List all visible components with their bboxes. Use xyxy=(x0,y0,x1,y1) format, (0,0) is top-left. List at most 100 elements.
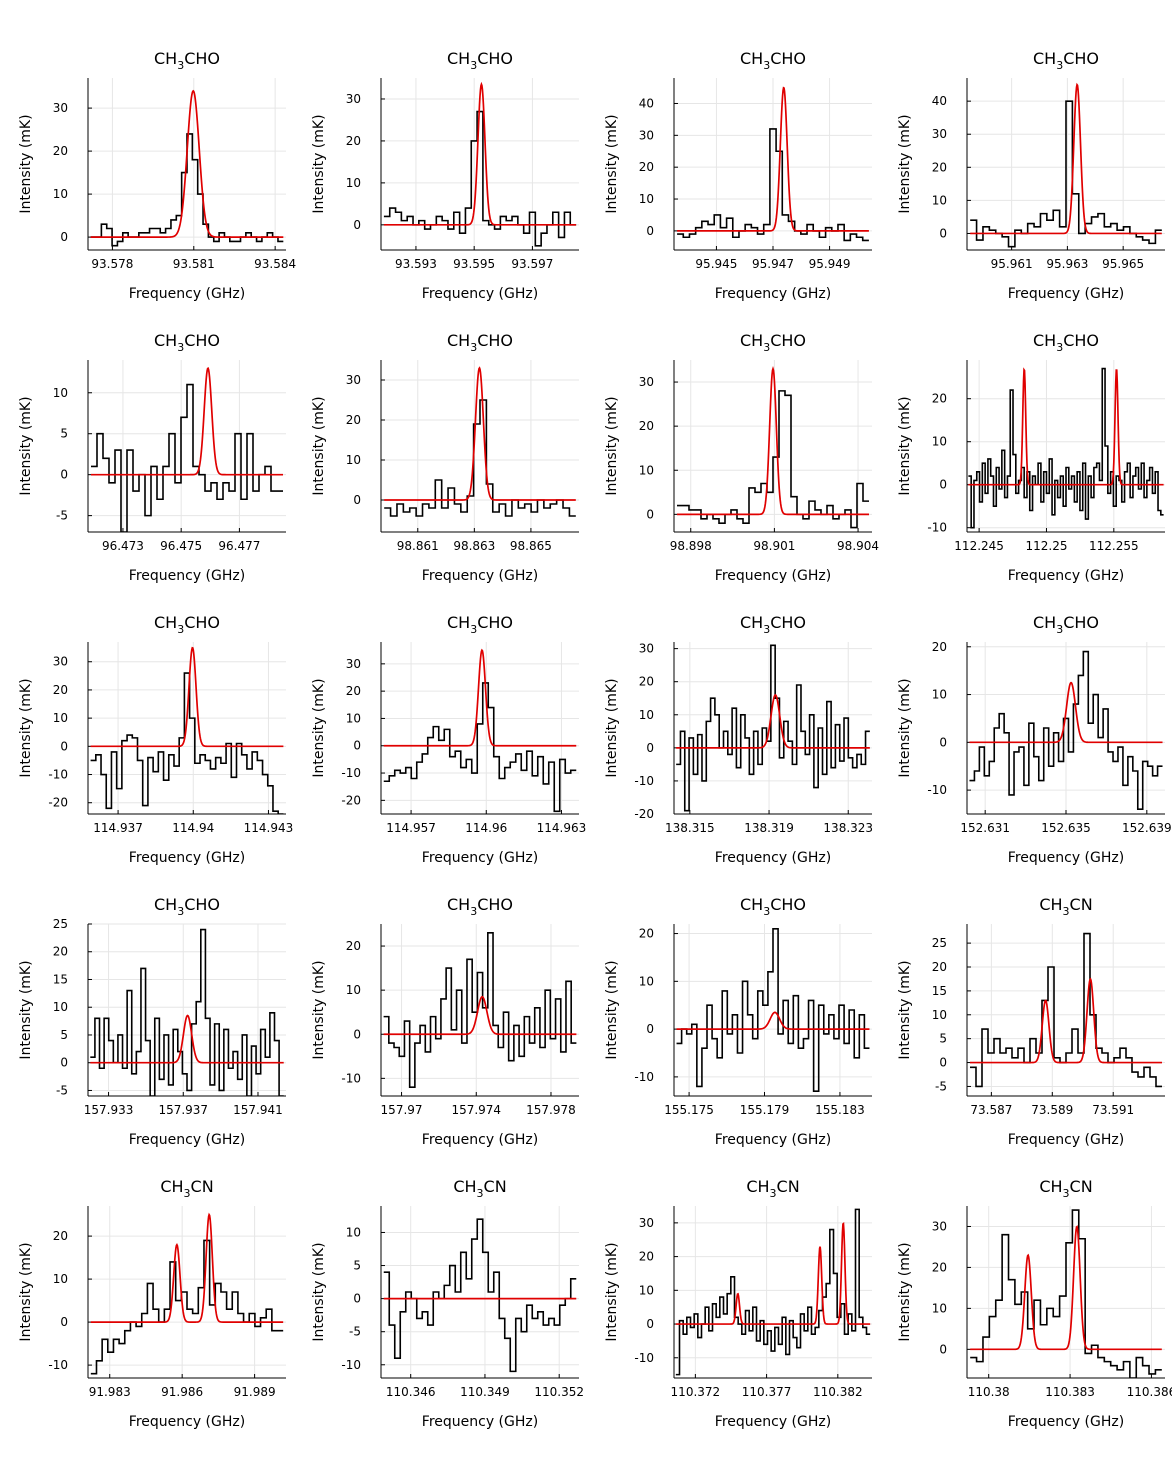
chart-10-title-main: CH xyxy=(447,613,470,632)
chart-16: 73.587 73.589 73.591 -5 0 5 10 15 20 25 CH3CN Frequ… xyxy=(897,895,1165,1148)
chart-15-title: CH3CHO xyxy=(740,895,806,918)
chart-14-xtick-label-2: 157.978 xyxy=(526,1103,576,1117)
chart-8-title: CH3CHO xyxy=(1033,331,1099,354)
chart-1-fit-series xyxy=(90,89,284,238)
chart-15-title-rest: CHO xyxy=(770,895,806,914)
chart-1-xtick-label-2: 93.584 xyxy=(254,257,296,271)
chart-1-ytick-label-3: 30 xyxy=(53,101,68,115)
chart-14-title: CH3CHO xyxy=(447,895,513,918)
chart-19-ylabel: Intensity (mK) xyxy=(604,1242,620,1341)
chart-2-ytick-label-3: 30 xyxy=(346,92,361,106)
chart-19-xtick-label-2: 110.382 xyxy=(813,1385,863,1399)
chart-16-ytick-label-1: 0 xyxy=(939,1056,947,1070)
chart-6-xtick-label-2: 98.865 xyxy=(510,539,552,553)
chart-10-ytick-label-5: 30 xyxy=(346,657,361,671)
chart-8-ytick-label-3: 20 xyxy=(932,392,947,406)
chart-2-xtick-label-1: 93.595 xyxy=(453,257,495,271)
chart-20: 110.38 110.383 110.386 0 10 20 30 CH3CN Frequenc… xyxy=(897,1177,1172,1430)
chart-11-ytick-label-3: 10 xyxy=(639,708,654,722)
chart-7-ytick-label-2: 20 xyxy=(639,419,654,433)
chart-5-xlabel: Frequency (GHz) xyxy=(129,568,245,584)
chart-14-ylabel: Intensity (mK) xyxy=(311,960,327,1059)
chart-16-title-main: CH xyxy=(1039,895,1062,914)
chart-13-xtick-label-1: 157.937 xyxy=(158,1103,208,1117)
chart-1-ytick-label-2: 20 xyxy=(53,144,68,158)
chart-19-ytick-label-0: -10 xyxy=(634,1351,654,1365)
chart-20-title: CH3CN xyxy=(1039,1177,1092,1200)
chart-4-title-sub: 3 xyxy=(1056,59,1063,72)
chart-20-ytick-label-2: 20 xyxy=(932,1260,947,1274)
chart-17-ytick-label-1: 0 xyxy=(60,1315,68,1329)
chart-6-xlabel: Frequency (GHz) xyxy=(422,568,538,584)
chart-19-title-main: CH xyxy=(746,1177,769,1196)
chart-14-ytick-label-0: -10 xyxy=(341,1071,361,1085)
chart-18-title-rest: CN xyxy=(484,1177,507,1196)
chart-17-ytick-label-2: 10 xyxy=(53,1272,68,1286)
chart-10-ytick-label-2: 0 xyxy=(353,739,361,753)
chart-16-ytick-label-4: 15 xyxy=(932,984,947,998)
chart-6-xtick-label-0: 98.861 xyxy=(397,539,439,553)
chart-8-ytick-label-2: 10 xyxy=(932,435,947,449)
chart-5: 96.473 96.475 96.477 -5 0 5 10 CH3CHO Frequency … xyxy=(18,331,286,584)
chart-16-ytick-label-0: -5 xyxy=(935,1079,947,1093)
chart-10-ytick-label-3: 10 xyxy=(346,711,361,725)
chart-1-title-rest: CHO xyxy=(184,49,220,68)
chart-11-ytick-label-1: -10 xyxy=(634,774,654,788)
chart-2-ytick-label-2: 20 xyxy=(346,134,361,148)
chart-15-xtick-label-0: 155.175 xyxy=(664,1103,714,1117)
chart-15-xtick-label-1: 155.179 xyxy=(740,1103,790,1117)
chart-6-ylabel: Intensity (mK) xyxy=(311,396,327,495)
chart-16-ytick-label-6: 25 xyxy=(932,936,947,950)
chart-3-xtick-label-1: 95.947 xyxy=(752,257,794,271)
chart-5-title: CH3CHO xyxy=(154,331,220,354)
chart-19-xtick-label-0: 110.372 xyxy=(671,1385,721,1399)
chart-3-xtick-label-0: 95.945 xyxy=(695,257,737,271)
chart-3-ytick-label-2: 20 xyxy=(639,160,654,174)
chart-16-title-sub: 3 xyxy=(1063,905,1070,918)
chart-19-ytick-label-2: 10 xyxy=(639,1283,654,1297)
chart-1-title: CH3CHO xyxy=(154,49,220,72)
chart-6-xtick-label-1: 98.863 xyxy=(453,539,495,553)
chart-13-title-main: CH xyxy=(154,895,177,914)
chart-11-title-sub: 3 xyxy=(763,623,770,636)
chart-20-title-main: CH xyxy=(1039,1177,1062,1196)
chart-1-xtick-label-1: 93.581 xyxy=(173,257,215,271)
chart-16-xlabel: Frequency (GHz) xyxy=(1008,1132,1124,1148)
chart-1-ytick-label-1: 10 xyxy=(53,187,68,201)
chart-12-xtick-label-0: 152.631 xyxy=(960,821,1010,835)
chart-4-ytick-label-2: 20 xyxy=(932,160,947,174)
chart-9-title-main: CH xyxy=(154,613,177,632)
chart-6-ytick-label-1: 10 xyxy=(346,453,361,467)
chart-18-title-sub: 3 xyxy=(477,1187,484,1200)
chart-13-ytick-label-5: 20 xyxy=(53,945,68,959)
chart-17-fit-series xyxy=(90,1212,284,1323)
chart-9-xtick-label-1: 114.94 xyxy=(172,821,214,835)
chart-5-observed-series xyxy=(91,383,283,532)
chart-3-xlabel: Frequency (GHz) xyxy=(715,286,831,302)
chart-15-ytick-label-3: 20 xyxy=(639,927,654,941)
chart-5-ytick-label-0: -5 xyxy=(56,509,68,523)
chart-1-ylabel: Intensity (mK) xyxy=(18,114,34,213)
chart-3-ytick-label-1: 10 xyxy=(639,192,654,206)
chart-11-observed-series xyxy=(676,644,870,812)
chart-10-title-sub: 3 xyxy=(470,623,477,636)
chart-10: 114.957 114.96 114.963 -20 -10 0 10 20 30 CH3CHO F… xyxy=(311,613,586,866)
chart-11-ytick-label-0: -20 xyxy=(634,807,654,821)
chart-12-title-main: CH xyxy=(1033,613,1056,632)
chart-20-xlabel: Frequency (GHz) xyxy=(1008,1414,1124,1430)
chart-18-xtick-label-2: 110.352 xyxy=(534,1385,584,1399)
chart-17-xtick-label-0: 91.983 xyxy=(89,1385,131,1399)
chart-15-fit-series xyxy=(676,1011,870,1030)
chart-10-ytick-label-4: 20 xyxy=(346,684,361,698)
chart-6-fit-series xyxy=(384,366,576,501)
chart-13-ylabel: Intensity (mK) xyxy=(18,960,34,1059)
chart-18-ytick-label-3: 5 xyxy=(353,1259,361,1273)
chart-5-ytick-label-3: 10 xyxy=(53,386,68,400)
chart-12-observed-series xyxy=(969,650,1163,811)
chart-20-observed-series xyxy=(970,1209,1162,1378)
chart-13-title-sub: 3 xyxy=(177,905,184,918)
chart-1-xtick-label-0: 93.578 xyxy=(91,257,133,271)
chart-9-title-sub: 3 xyxy=(177,623,184,636)
chart-2-xlabel: Frequency (GHz) xyxy=(422,286,538,302)
